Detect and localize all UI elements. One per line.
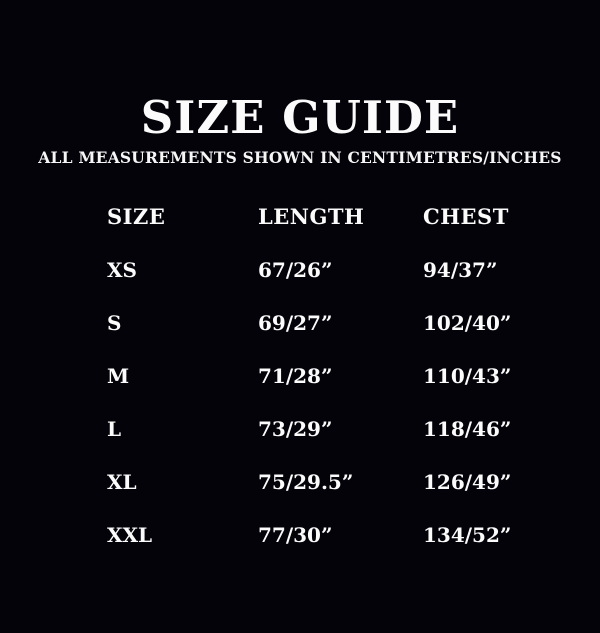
- chest-value: 94/37”: [423, 257, 498, 282]
- length-value: 69/27”: [258, 310, 333, 335]
- size-table: SIZE LENGTH CHEST XS 67/26” 94/37” S 69/…: [107, 190, 600, 561]
- table-row-s: S 69/27” 102/40”: [107, 296, 600, 349]
- size-label: XL: [107, 469, 137, 494]
- length-value: 75/29.5”: [258, 469, 354, 494]
- page-title: SIZE GUIDE: [140, 91, 460, 144]
- chest-value: 126/49”: [423, 469, 512, 494]
- page-subtitle: ALL MEASUREMENTS SHOWN IN CENTIMETRES/IN…: [38, 148, 562, 167]
- column-header-size: SIZE: [107, 204, 166, 229]
- table-row-xl: XL 75/29.5” 126/49”: [107, 455, 600, 508]
- length-value: 67/26”: [258, 257, 333, 282]
- table-row-xs: XS 67/26” 94/37”: [107, 243, 600, 296]
- length-value: 73/29”: [258, 416, 333, 441]
- size-label: L: [107, 416, 122, 441]
- table-row-m: M 71/28” 110/43”: [107, 349, 600, 402]
- chest-value: 118/46”: [423, 416, 512, 441]
- length-value: 77/30”: [258, 522, 333, 547]
- size-label: XS: [107, 257, 137, 282]
- size-label: S: [107, 310, 122, 335]
- chest-value: 110/43”: [423, 363, 512, 388]
- column-header-length: LENGTH: [258, 204, 365, 229]
- table-row-xxl: XXL 77/30” 134/52”: [107, 508, 600, 561]
- chest-value: 134/52”: [423, 522, 512, 547]
- table-row-l: L 73/29” 118/46”: [107, 402, 600, 455]
- length-value: 71/28”: [258, 363, 333, 388]
- chest-value: 102/40”: [423, 310, 512, 335]
- column-header-chest: CHEST: [423, 204, 509, 229]
- size-label: XXL: [107, 522, 153, 547]
- table-header-row: SIZE LENGTH CHEST: [107, 190, 600, 243]
- size-label: M: [107, 363, 130, 388]
